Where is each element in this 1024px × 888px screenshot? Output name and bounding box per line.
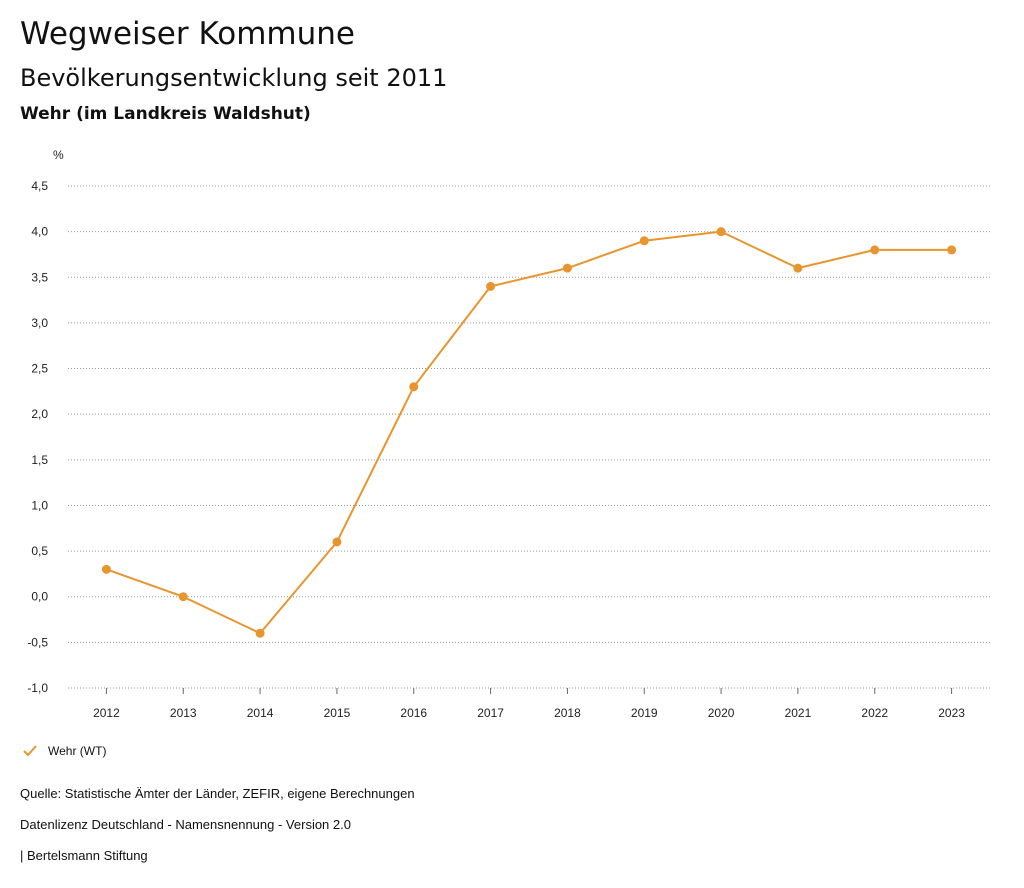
series-layer [101,227,957,638]
check-icon [23,745,37,757]
legend[interactable]: Wehr (WT) [22,744,106,758]
x-tick-label: 2020 [708,706,735,720]
data-point [562,263,572,273]
source-note: Quelle: Statistische Ämter der Länder, Z… [20,786,415,801]
x-tick-label: 2019 [631,706,658,720]
x-axis-ticks: 2012 2013 2014 2015 2016 2017 2018 2019 2020 2021… [93,688,965,720]
x-tick-label: 2022 [861,706,888,720]
y-tick-label: 3,5 [31,270,48,284]
y-axis-unit-label: % [53,148,64,162]
data-point [716,227,726,237]
y-tick-label: 0,0 [31,590,48,604]
location-title: Wehr (im Landkreis Waldshut) [20,104,311,124]
x-tick-label: 2012 [93,706,120,720]
y-tick-label: 0,5 [31,544,48,558]
y-tick-label: 3,0 [31,316,48,330]
legend-label: Wehr (WT) [48,744,107,758]
grid-lines [68,185,990,689]
y-tick-label: 4,5 [31,179,48,193]
publisher-note: | Bertelsmann Stiftung [20,848,148,863]
x-tick-label: 2016 [400,706,427,720]
data-point [332,537,342,547]
line-chart: % -1,0 -0,5 0,0 0,5 1,0 1,5 2,0 2,5 3,0 3,5 4,0 4,5… [27,148,990,720]
data-point [793,263,803,273]
x-tick-label: 2015 [324,706,351,720]
data-point [486,281,496,291]
chart-subtitle: Bevölkerungsentwicklung seit 2011 [20,64,448,92]
license-note: Datenlizenz Deutschland - Namensnennung … [20,817,351,832]
data-point [639,236,649,246]
x-tick-label: 2018 [554,706,581,720]
data-point [178,592,188,602]
series-line [106,230,952,635]
page-title: Wegweiser Kommune [20,16,355,52]
x-tick-label: 2021 [785,706,812,720]
x-tick-label: 2013 [170,706,197,720]
y-tick-label: 1,0 [31,498,48,512]
x-tick-label: 2017 [477,706,504,720]
y-tick-label: -1,0 [27,681,48,695]
data-point [409,382,419,392]
x-tick-label: 2023 [938,706,965,720]
y-tick-label: 4,0 [31,225,48,239]
data-point [870,245,880,255]
y-tick-label: -0,5 [27,635,48,649]
y-tick-label: 2,5 [31,362,48,376]
y-tick-label: 1,5 [31,453,48,467]
data-point [101,564,111,574]
y-tick-label: 2,0 [31,407,48,421]
x-tick-label: 2014 [247,706,274,720]
data-point [947,245,957,255]
y-axis-ticks: -1,0 -0,5 0,0 0,5 1,0 1,5 2,0 2,5 3,0 3,5 4,0 4,5 [27,179,48,695]
data-point [255,628,265,638]
